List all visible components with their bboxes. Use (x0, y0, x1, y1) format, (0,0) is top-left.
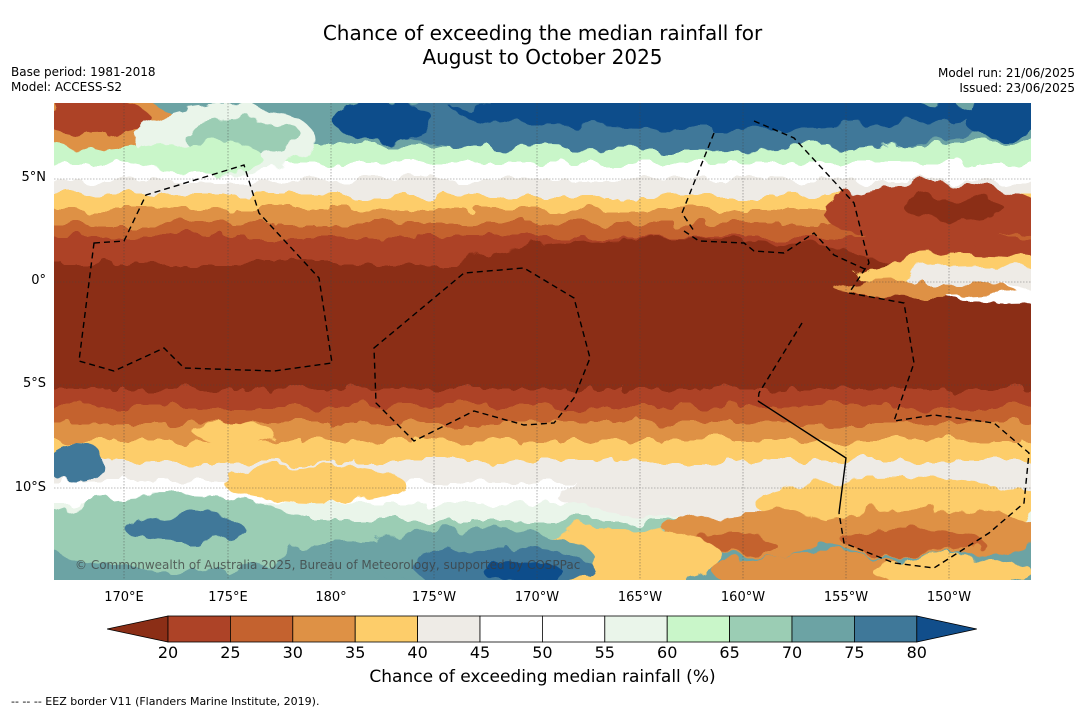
title-line-1: Chance of exceeding the median rainfall … (322, 21, 763, 45)
colorbar-tick-label: 25 (220, 643, 241, 662)
colorbar-tick-label: 70 (781, 643, 803, 662)
lon-label-175w: 175°W (411, 590, 457, 605)
model-info: Base period: 1981-2018 Model: ACCESS-S2 (11, 65, 156, 95)
map-canvas (54, 103, 1031, 580)
lon-label-165w: 165°W (617, 590, 663, 605)
colorbar-tick-label: 75 (844, 643, 865, 662)
run-info: Model run: 21/06/2025 Issued: 23/06/2025 (938, 66, 1075, 96)
lon-label-160w: 160°W (720, 590, 766, 605)
colorbar-segment (167, 615, 231, 643)
issued-date: Issued: 23/06/2025 (959, 81, 1075, 95)
colorbar-segment (604, 615, 668, 643)
colorbar-tick-label: 40 (407, 643, 428, 662)
eez-borders (78, 120, 1030, 569)
colorbar-tick-label: 55 (594, 643, 615, 662)
colorbar-tick-label: 50 (532, 643, 553, 662)
colorbar-tick-label: 30 (282, 643, 303, 662)
map-title: Chance of exceeding the median rainfall … (0, 21, 1085, 69)
colorbar-segment (354, 615, 418, 643)
lat-label-5s: 5°S (22, 376, 46, 391)
colorbar-segment (729, 615, 793, 643)
colorbar-segment (791, 615, 855, 643)
colorbar-segment (230, 615, 294, 643)
title-line-2: August to October 2025 (422, 45, 663, 69)
model-run-date: Model run: 21/06/2025 (937, 66, 1075, 80)
lon-label-180: 180° (315, 590, 347, 605)
colorbar-segment (417, 615, 481, 643)
colorbar-tick-label: 35 (345, 643, 366, 662)
copyright-notice: © Commonwealth of Australia 2025, Bureau… (75, 558, 581, 572)
lat-label-5n: 5°N (21, 170, 47, 185)
colorbar-tick-label: 20 (157, 643, 179, 662)
colorbar-segment (666, 615, 731, 643)
colorbar-extend-low (107, 615, 169, 643)
model-name: Model: ACCESS-S2 (11, 80, 123, 94)
colorbar-tick-label: 60 (657, 643, 678, 662)
colorbar-segment (292, 615, 356, 643)
base-period: Base period: 1981-2018 (11, 65, 156, 79)
colorbar-tick-label: 65 (719, 643, 740, 662)
colorbar (107, 615, 977, 643)
lon-label-170w: 170°W (514, 590, 560, 605)
lon-label-175e: 175°E (208, 590, 248, 605)
lon-label-155w: 155°W (823, 590, 869, 605)
colorbar-tick-label: 80 (906, 643, 927, 662)
lon-label-170e: 170°E (104, 590, 144, 605)
colorbar-tick-label: 45 (469, 643, 491, 662)
colorbar-label: Chance of exceeding median rainfall (%) (369, 667, 716, 687)
lat-label-10s: 10°S (14, 480, 46, 495)
colorbar-segment (479, 615, 543, 643)
colorbar-segment (854, 615, 918, 643)
colorbar-segment (541, 615, 606, 643)
rainfall-map (54, 103, 1031, 580)
eez-footnote: -- -- -- EEZ border V11 (Flanders Marine… (11, 695, 320, 708)
colorbar-extend-high (916, 615, 977, 643)
lon-label-150w: 150°W (926, 590, 972, 605)
lat-label-0: 0° (31, 273, 46, 288)
